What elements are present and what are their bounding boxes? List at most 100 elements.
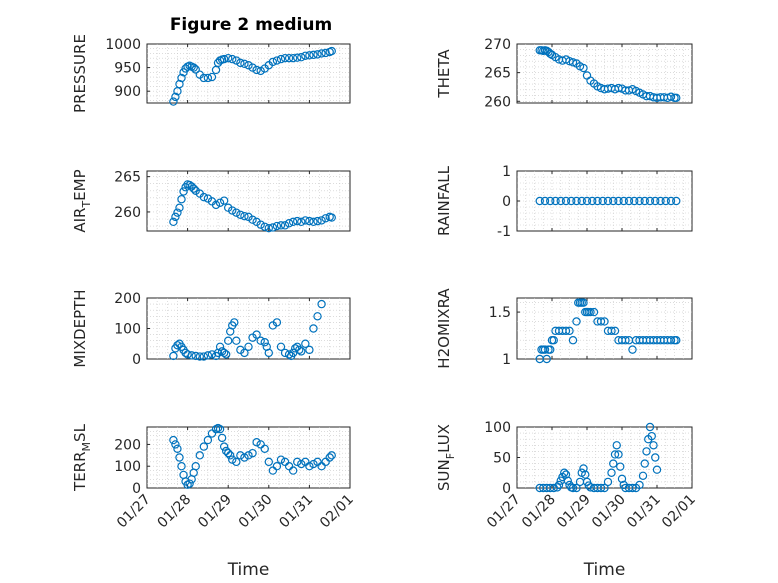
- sunflux-point: [596, 483, 606, 493]
- airtemp-point: [232, 208, 241, 217]
- pressure-point: [327, 46, 336, 56]
- mixdepth-point: [219, 348, 229, 358]
- h2omixra-point: [546, 345, 555, 354]
- airtemp-point: [211, 200, 221, 210]
- theta-ylabel: THETA: [435, 49, 453, 99]
- mixdepth-subplot: 0 100 200 MIXDEPTH: [71, 289, 351, 368]
- rainfall-point: [651, 196, 660, 206]
- mixdepth-point: [230, 318, 239, 327]
- theta-point: [579, 63, 588, 73]
- sunflux-point: [568, 483, 578, 493]
- pressure-point: [317, 49, 326, 58]
- sunflux-point: [610, 450, 620, 459]
- h2omixra-point: [610, 326, 620, 336]
- rainfall-point: [603, 196, 613, 206]
- rainfall-point: [672, 196, 681, 206]
- h2omixra-subplot: 1 1.5 H2OMIXRA: [435, 288, 693, 369]
- terrmsl-xtick-label: 01/28: [155, 492, 195, 532]
- mixdepth-point: [295, 345, 304, 355]
- rainfall-point: [666, 196, 676, 206]
- sunflux-point: [616, 462, 625, 471]
- mixdepth-point: [191, 351, 200, 361]
- airtemp-point: [189, 184, 198, 193]
- pressure-point: [219, 54, 229, 64]
- rainfall-point: [630, 196, 639, 206]
- mixdepth-point: [244, 342, 253, 351]
- h2omixra-point: [621, 336, 630, 345]
- terrmsl-ytick-label: 200: [114, 437, 141, 453]
- pressure-point: [248, 63, 257, 72]
- theta-ytick-label: 270: [484, 37, 511, 53]
- pressure-point: [207, 72, 217, 82]
- airtemp-series: [169, 180, 336, 233]
- pressure-point: [177, 73, 186, 83]
- airtemp-point: [276, 221, 286, 230]
- rainfall-point: [598, 196, 607, 206]
- sunflux-point: [651, 453, 660, 462]
- pressure-ytick-label: 1000: [105, 37, 141, 53]
- rainfall-point: [661, 196, 670, 206]
- airtemp-point: [219, 196, 229, 205]
- mixdepth-point: [183, 350, 192, 359]
- pressure-subplot: 900 950 1000 PRESSURE: [71, 34, 351, 113]
- mixdepth-point: [260, 338, 269, 347]
- mixdepth-point: [223, 336, 233, 345]
- sunflux-point: [635, 480, 644, 490]
- h2omixra-ytick-label: 1: [502, 352, 511, 368]
- mixdepth-ytick-label: 200: [114, 291, 141, 307]
- sunflux-point: [600, 483, 609, 493]
- sunflux-grid: [517, 427, 692, 488]
- rainfall-point: [535, 196, 544, 206]
- sunflux-point: [612, 441, 621, 450]
- terrmsl-point: [244, 451, 253, 460]
- terrmsl-xlabel: Time: [227, 560, 270, 580]
- rainfall-point: [551, 196, 560, 206]
- pressure-point: [232, 56, 241, 65]
- rainfall-point: [656, 196, 665, 206]
- h2omixra-point: [666, 336, 676, 345]
- h2omixra-point: [596, 317, 606, 326]
- sunflux-ytick-label: 0: [502, 481, 511, 497]
- terrmsl-point: [195, 451, 204, 460]
- airtemp-point: [175, 203, 184, 212]
- terrmsl-point: [288, 466, 298, 475]
- sunflux-ytick-label: 50: [493, 451, 511, 467]
- airtemp-point: [177, 195, 186, 204]
- terrmsl-point: [260, 444, 269, 453]
- terrmsl-point: [185, 479, 194, 488]
- airtemp-point: [215, 198, 225, 207]
- h2omixra-point: [540, 345, 550, 354]
- airtemp-point: [309, 217, 318, 227]
- pressure-point: [252, 65, 261, 75]
- airtemp-point: [327, 213, 336, 222]
- sunflux-point: [607, 468, 616, 477]
- pressure-series: [169, 46, 336, 106]
- airtemp-point: [171, 212, 180, 222]
- terrmsl-point: [175, 453, 184, 462]
- theta-ytick-label: 265: [484, 66, 511, 82]
- mixdepth-point: [203, 351, 213, 360]
- theta-subplot: 260 265 270 THETA: [435, 37, 693, 110]
- airtemp-point: [264, 223, 273, 233]
- terrmsl-point: [171, 440, 180, 449]
- airtemp-ytick-label: 265: [114, 170, 141, 186]
- sunflux-point: [628, 483, 637, 493]
- terrmsl-point: [177, 462, 186, 471]
- airtemp-point: [297, 217, 306, 227]
- pressure-point: [240, 59, 249, 69]
- airtemp-point: [305, 216, 314, 226]
- h2omixra-point: [561, 326, 571, 336]
- theta-grid: [517, 44, 692, 103]
- sunflux-point: [579, 464, 588, 473]
- pressure-point: [199, 73, 209, 83]
- rainfall-point: [572, 196, 581, 206]
- sunflux-point: [614, 450, 623, 459]
- terrmsl-point: [276, 455, 286, 464]
- terrmsl-point: [305, 462, 314, 471]
- terrmsl-xtick-label: 01/30: [236, 492, 276, 532]
- theta-series: [535, 46, 681, 103]
- mixdepth-point: [272, 318, 282, 327]
- pressure-point: [276, 54, 286, 64]
- airtemp-ytick-label: 260: [114, 205, 141, 221]
